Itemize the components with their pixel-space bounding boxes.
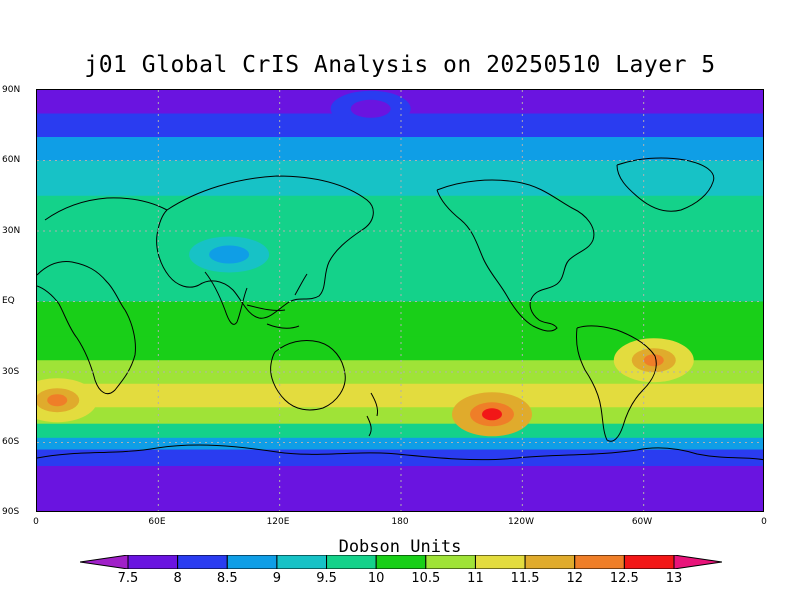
zonal-band — [37, 449, 763, 467]
colorbar-label: 12 — [566, 571, 583, 586]
colorbar-box — [276, 555, 328, 569]
coastline-greenland — [616, 157, 715, 212]
zonal-band — [37, 231, 763, 267]
colorbar-label: 9.5 — [316, 571, 337, 586]
ozone-bands — [37, 90, 763, 511]
colorbar-high-arrow — [673, 555, 722, 569]
colorbar-low-arrow — [80, 555, 129, 569]
ozone-maximum-core — [643, 354, 664, 367]
colorbar-box — [127, 555, 179, 569]
lat-tick-90n: 90N — [2, 85, 21, 95]
lon-tick-60e: 60E — [148, 517, 166, 527]
colorbar-title: Dobson Units — [338, 537, 462, 557]
coastline-north-america — [436, 179, 595, 332]
ozone-maximum-core — [482, 408, 502, 421]
colorbar-box — [375, 555, 427, 569]
lat-tick-30s: 30S — [2, 367, 20, 377]
colorbar-box — [425, 555, 476, 569]
colorbar — [80, 555, 722, 569]
lon-tick-60w: 60W — [631, 517, 653, 527]
colorbar-label: 10.5 — [411, 571, 441, 586]
lon-tick-0: 0 — [33, 517, 39, 527]
lat-tick-eq: EQ — [2, 296, 15, 306]
coastline-south-america — [576, 325, 657, 442]
lat-tick-90s: 90S — [2, 507, 20, 517]
lon-tick-120e: 120E — [266, 517, 290, 527]
ozone-minimum-core — [209, 245, 250, 264]
colorbar-label: 8.5 — [216, 571, 238, 586]
coastline-asia — [156, 175, 374, 319]
zonal-band — [37, 423, 763, 439]
coastline-india — [204, 271, 248, 325]
colorbar-box — [524, 555, 576, 569]
zonal-band — [37, 195, 763, 232]
colorbar-label: 9 — [272, 571, 282, 586]
graticule — [37, 90, 763, 511]
coastline-antarctica — [37, 444, 763, 461]
colorbar-box — [177, 555, 228, 569]
lon-tick-0-end: 0 — [761, 517, 767, 527]
colorbar-box — [474, 555, 526, 569]
lat-tick-60s: 60S — [2, 437, 20, 447]
chart-title: j01 Global CrIS Analysis on 20250510 Lay… — [84, 52, 716, 78]
lon-tick-120w: 120W — [507, 517, 535, 527]
coastlines — [37, 157, 763, 461]
colorbar-label: 11.5 — [510, 571, 540, 586]
map-svg — [37, 90, 763, 511]
coastline-maritime — [246, 273, 308, 329]
coastline-europe-africa — [37, 197, 168, 395]
zonal-band — [37, 383, 763, 408]
map-plot-area — [36, 89, 764, 512]
colorbar-label: 12.5 — [609, 571, 639, 586]
colorbar-box — [226, 555, 278, 569]
colorbar-box — [326, 555, 377, 569]
colorbar-label: 11 — [467, 571, 484, 586]
zonal-band — [37, 266, 763, 302]
ozone-maximum-core — [47, 394, 68, 407]
zonal-band — [37, 407, 763, 425]
zonal-band — [37, 466, 763, 511]
colorbar-box — [574, 555, 625, 569]
lat-tick-60n: 60N — [2, 155, 21, 165]
coastline-new-zealand — [366, 392, 378, 437]
zonal-band — [37, 160, 763, 197]
colorbar-box — [623, 555, 675, 569]
colorbar-label: 10 — [367, 571, 385, 586]
lon-tick-180: 180 — [391, 517, 409, 527]
ozone-anomalies — [37, 90, 694, 437]
colorbar-label: 7.5 — [117, 571, 139, 586]
colorbar-label: 8 — [173, 571, 182, 586]
zonal-band — [37, 437, 763, 451]
ozone-minimum-core — [350, 99, 391, 118]
lat-tick-30n: 30N — [2, 226, 21, 236]
colorbar-label: 13 — [665, 571, 683, 586]
coastline-australia — [270, 339, 346, 411]
